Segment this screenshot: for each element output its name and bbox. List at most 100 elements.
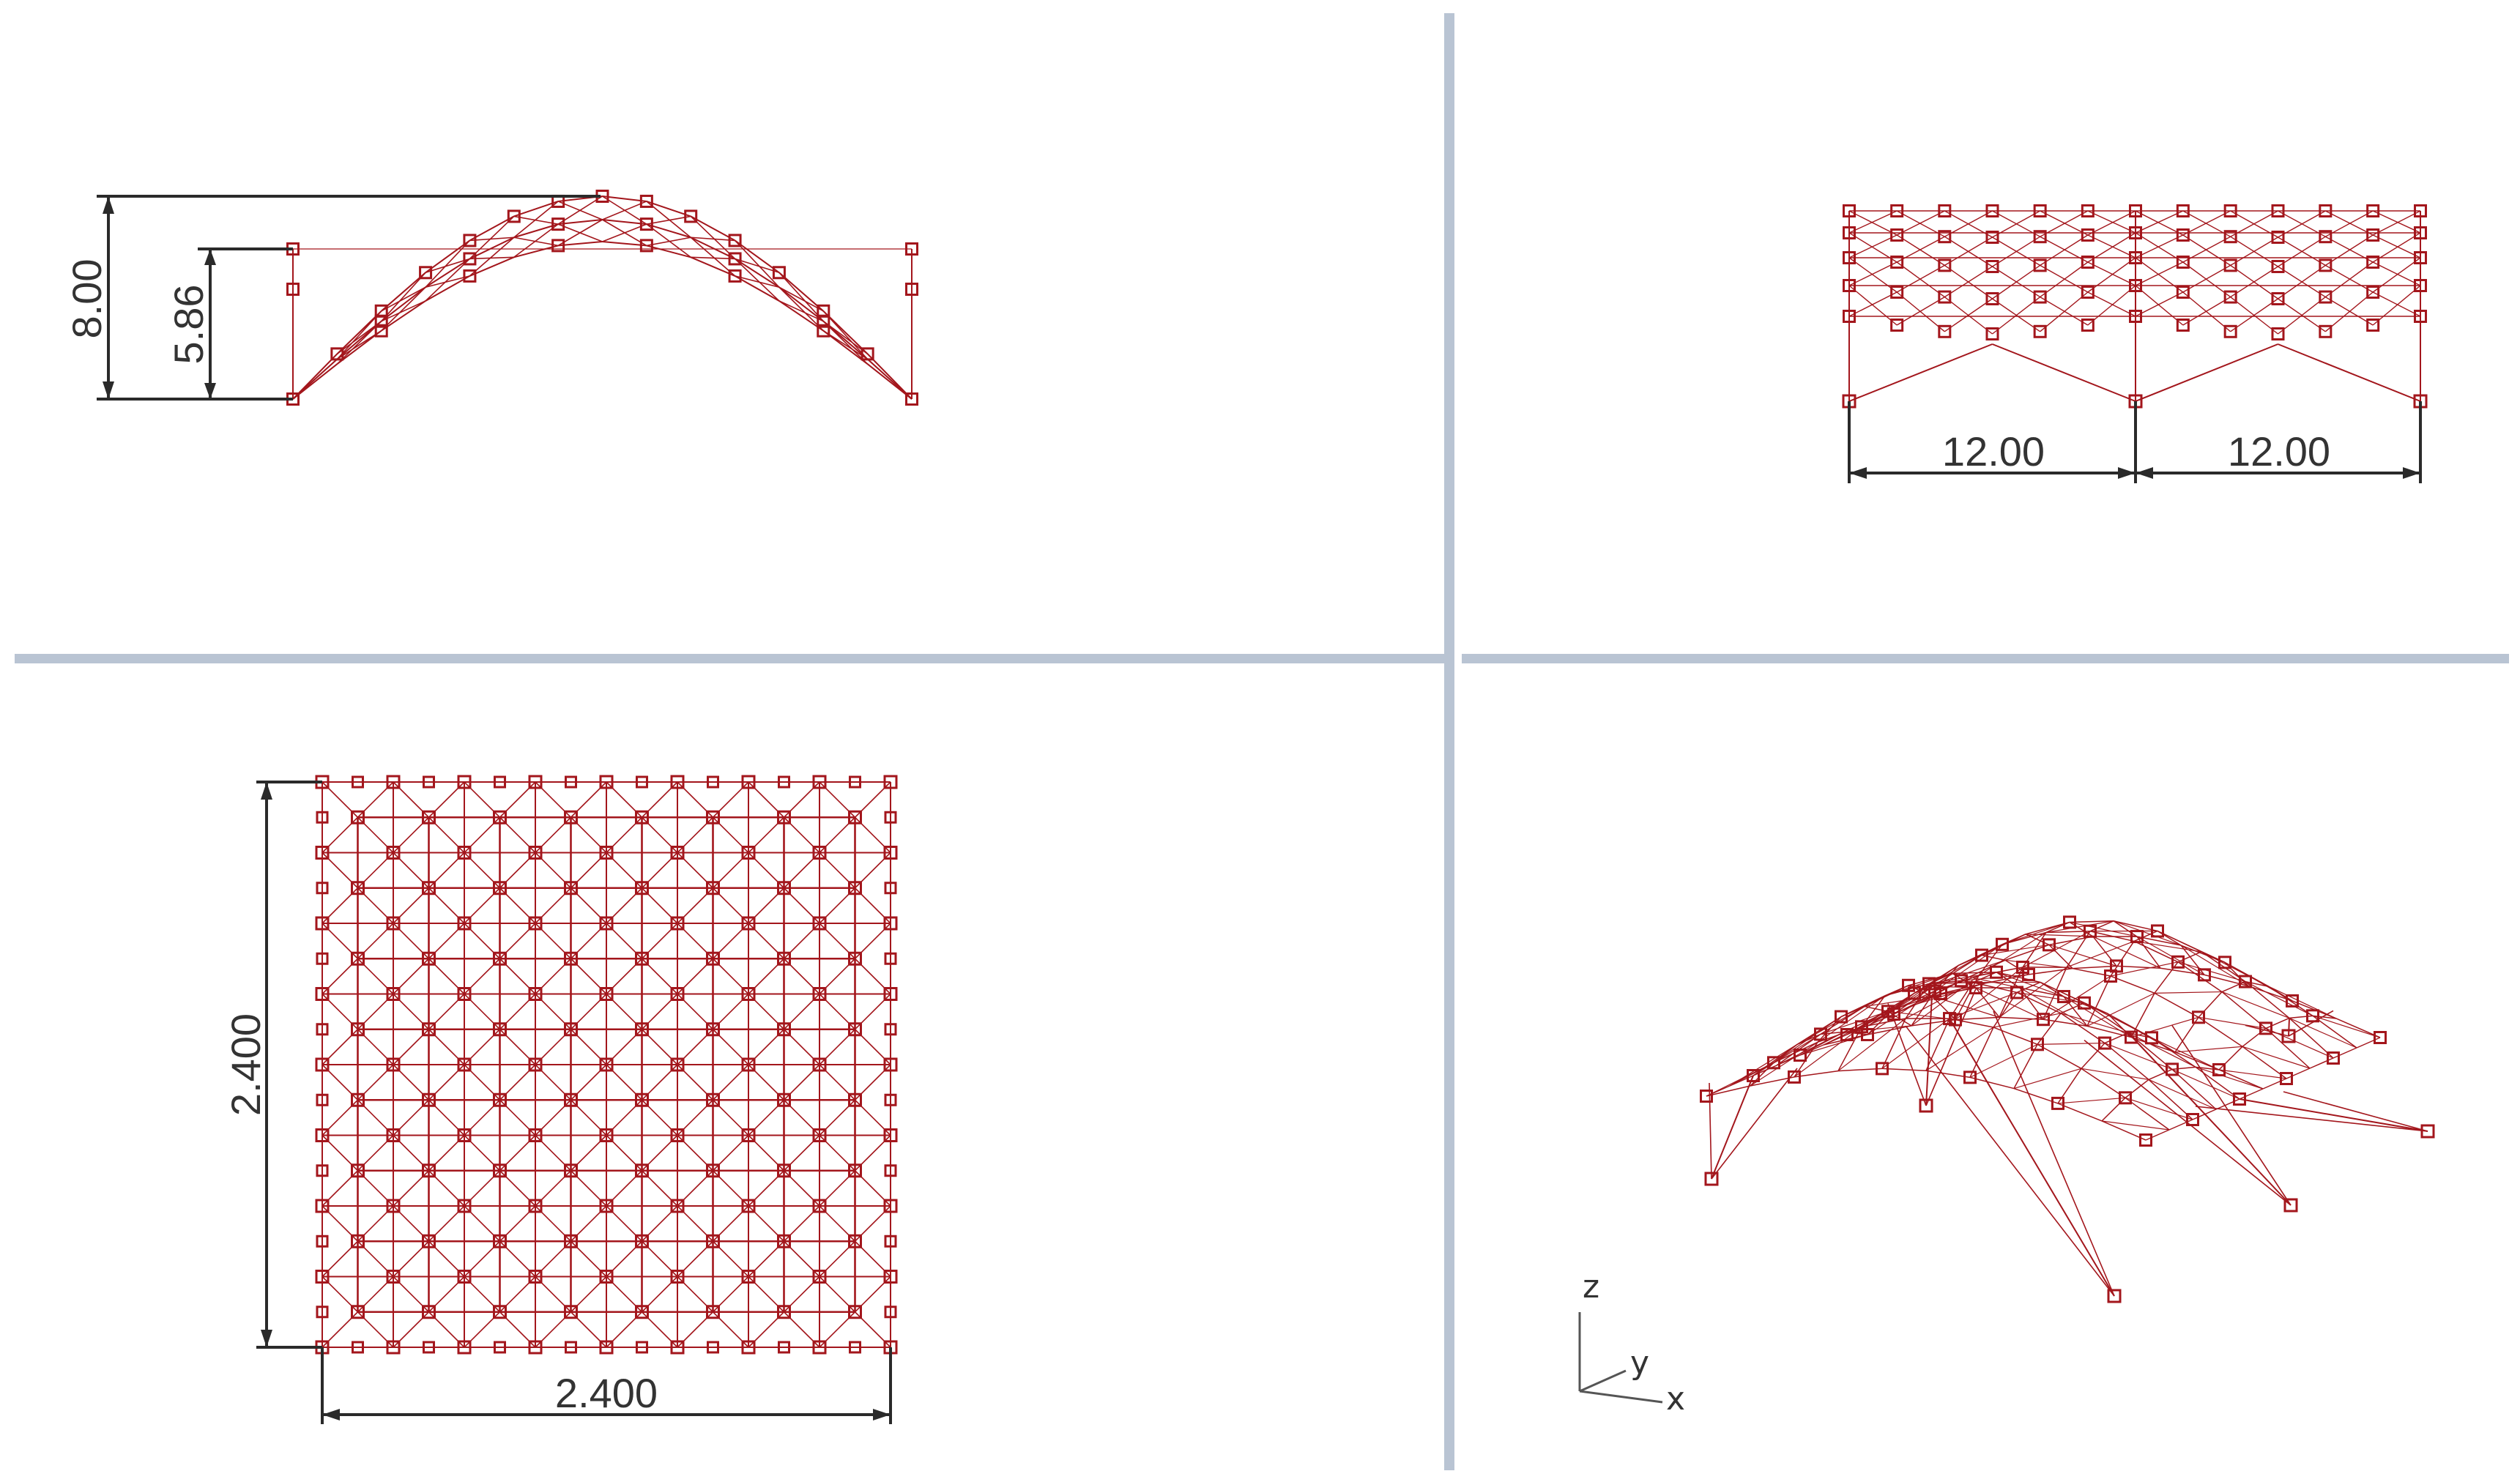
- frame-member: [690, 215, 736, 260]
- frame-member: [2171, 1068, 2217, 1110]
- node-marker-icon: [884, 1164, 897, 1177]
- frame-member: [425, 239, 471, 288]
- frame-member: [2171, 1066, 2196, 1070]
- node-marker-icon: [728, 269, 742, 283]
- frame-member: [425, 275, 470, 302]
- node-marker-icon: [848, 1163, 862, 1178]
- frame-member: [1796, 1006, 1865, 1045]
- node-marker-icon: [2130, 930, 2144, 944]
- frame-member: [2148, 1079, 2217, 1110]
- frame-member: [2218, 1069, 2287, 1079]
- frame-member: [2081, 1068, 2126, 1098]
- node-marker-icon: [2366, 256, 2380, 269]
- frame-member: [469, 256, 514, 260]
- vertical-divider[interactable]: [1444, 13, 1454, 1470]
- frame-member: [822, 329, 869, 365]
- frame-member: [1896, 210, 1945, 236]
- frame-member: [2127, 1032, 2292, 1206]
- node-marker-icon: [2286, 994, 2299, 1008]
- horizontal-divider-right[interactable]: [1462, 654, 2509, 663]
- node-marker-icon: [670, 1057, 685, 1072]
- node-marker-icon: [599, 775, 614, 789]
- frame-member: [2135, 291, 2184, 317]
- node-marker-icon: [639, 239, 653, 253]
- frame-member: [1940, 983, 1985, 994]
- node-marker-icon: [599, 1270, 614, 1284]
- frame-member: [2040, 296, 2089, 326]
- frame-member: [2174, 1051, 2220, 1070]
- frame-member: [2048, 944, 2117, 967]
- node-marker-icon: [2281, 1029, 2296, 1043]
- node-marker-icon: [706, 1234, 720, 1248]
- frame-member: [2037, 1042, 2105, 1045]
- node-marker-icon: [2271, 231, 2285, 244]
- frame-member: [2148, 1068, 2173, 1081]
- frame-member: [2043, 967, 2067, 1020]
- frame-member: [2086, 992, 2155, 1027]
- node-marker-icon: [493, 1305, 507, 1319]
- viewport-dividers[interactable]: [15, 13, 2509, 1470]
- node-marker-icon: [741, 1199, 756, 1213]
- node-marker-icon: [386, 987, 401, 1001]
- node-marker-icon: [422, 1163, 436, 1178]
- frame-member: [1992, 264, 2041, 299]
- node-marker-icon: [1890, 228, 1904, 242]
- viewport-front[interactable]: 8.00 5.86: [64, 190, 918, 406]
- frame-member: [2016, 991, 2085, 1004]
- viewport-perspective[interactable]: z y x: [1578, 915, 2435, 1418]
- node-marker-icon: [1902, 978, 1915, 992]
- frame-member: [2288, 1010, 2334, 1037]
- node-marker-icon: [2259, 1021, 2272, 1035]
- frame-member: [1896, 296, 1945, 326]
- node-marker-icon: [374, 314, 388, 328]
- frame-member: [2045, 920, 2114, 934]
- node-marker-icon: [777, 810, 791, 824]
- node-marker-icon: [2223, 230, 2237, 244]
- horizontal-divider-left[interactable]: [15, 654, 1444, 663]
- frame-member: [381, 300, 426, 332]
- frame-member: [778, 300, 824, 332]
- viewport-right[interactable]: 12.00 12.00: [1842, 204, 2428, 484]
- node-marker-icon: [386, 1340, 401, 1355]
- node-marker-icon: [861, 347, 874, 361]
- frame-member: [2135, 234, 2184, 258]
- node-marker-icon: [2366, 228, 2380, 242]
- frame-member: [1896, 264, 1945, 293]
- frame-member: [2130, 993, 2155, 1038]
- node-marker-icon: [905, 283, 918, 296]
- node-marker-icon: [2151, 924, 2164, 938]
- node-marker-icon: [2081, 319, 2095, 332]
- frame-member: [2040, 210, 2089, 236]
- frame-member: [2086, 975, 2111, 1027]
- node-marker-icon: [848, 951, 862, 966]
- node-marker-icon: [457, 1270, 472, 1284]
- node-marker-icon: [707, 775, 719, 789]
- node-marker-icon: [905, 392, 918, 406]
- node-marker-icon: [2176, 204, 2190, 217]
- node-marker-icon: [493, 1163, 507, 1178]
- frame-member: [2239, 1098, 2428, 1132]
- frame-member: [557, 196, 603, 225]
- frame-member: [2069, 921, 2094, 937]
- dimension-width: [321, 1347, 892, 1424]
- frame-member: [2019, 987, 2064, 997]
- node-marker-icon: [286, 283, 300, 296]
- node-marker-icon: [351, 1163, 365, 1178]
- frame-member: [2154, 992, 2199, 1018]
- viewport-top[interactable]: 2.400 2.400: [223, 775, 898, 1424]
- frame-member: [1884, 972, 1953, 997]
- node-marker-icon: [635, 881, 649, 895]
- frame-member: [1944, 237, 1993, 266]
- frame-member: [2324, 261, 2374, 298]
- frame-member: [381, 286, 426, 322]
- frame-member: [2025, 934, 2050, 946]
- node-marker-icon: [457, 775, 472, 789]
- frame-member: [2218, 1069, 2264, 1090]
- frame-member: [2125, 1097, 2193, 1120]
- node-marker-icon: [706, 1305, 720, 1319]
- frame-member: [2201, 951, 2246, 983]
- frame-member: [381, 272, 426, 312]
- node-marker-icon: [2016, 961, 2029, 975]
- node-marker-icon: [1938, 204, 1952, 217]
